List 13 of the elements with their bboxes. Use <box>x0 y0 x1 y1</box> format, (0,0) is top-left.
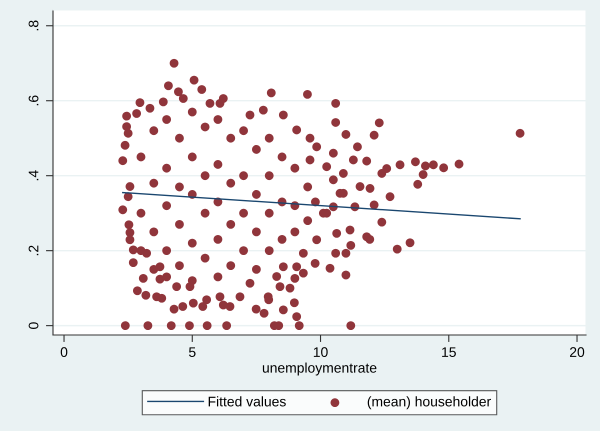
x-axis-title: unemploymentrate <box>262 362 376 376</box>
y-tick-label: .4 <box>28 170 38 180</box>
x-tick-label: 20 <box>570 347 584 358</box>
y-tick-label: .2 <box>28 246 38 256</box>
x-tick-label: 5 <box>188 347 196 358</box>
legend-label: Fitted values <box>208 396 286 406</box>
y-tick-label: .6 <box>28 96 38 106</box>
y-tick-label: .8 <box>28 20 38 30</box>
y-tick-label: 0 <box>28 322 38 329</box>
x-tick-label: 0 <box>60 347 68 358</box>
legend-label: (mean) householder <box>368 396 491 410</box>
x-tick-label: 10 <box>314 347 328 358</box>
x-tick-label: 15 <box>442 347 456 358</box>
